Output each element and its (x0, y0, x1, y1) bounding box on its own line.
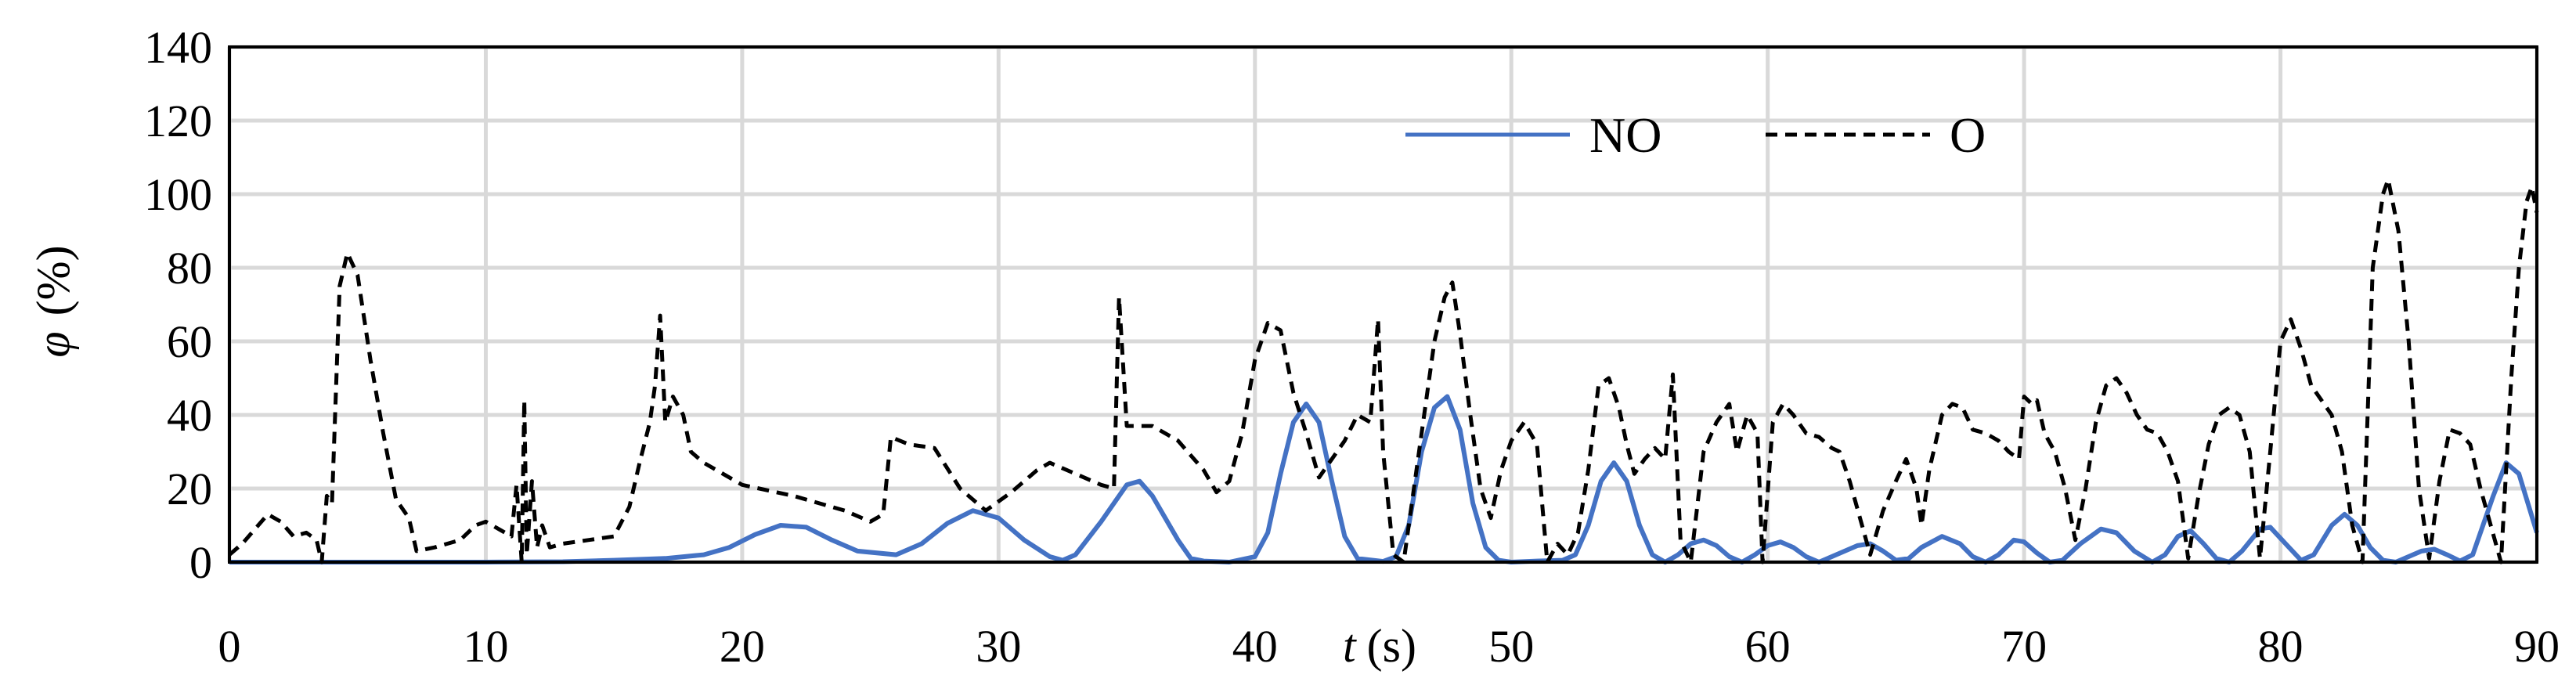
legend: NO O (1405, 107, 1986, 163)
y-tick-label: 40 (167, 390, 212, 441)
y-tick-labels: 0 20 40 60 80 100 120 140 (144, 22, 212, 588)
y-axis-symbol: φ (27, 331, 79, 357)
legend-label-o: O (1950, 107, 1986, 163)
y-tick-label: 140 (144, 22, 212, 73)
x-tick-label: 50 (1488, 621, 1534, 672)
x-axis-unit: (s) (1367, 620, 1416, 672)
y-axis-title: φ (%) (27, 245, 79, 357)
x-axis-title: t (s) (1343, 620, 1416, 672)
series-layer (228, 177, 2539, 564)
x-tick-label: 80 (2258, 621, 2304, 672)
x-tick-label: 10 (463, 621, 508, 672)
legend-label-no: NO (1589, 107, 1661, 163)
y-tick-label: 80 (167, 243, 212, 294)
y-tick-label: 0 (189, 537, 212, 588)
x-tick-label: 0 (218, 621, 241, 672)
x-axis-symbol: t (1343, 620, 1357, 672)
x-tick-label: 70 (2001, 621, 2047, 672)
x-tick-label: 30 (976, 621, 1021, 672)
y-tick-label: 100 (144, 169, 212, 220)
plot-frame (228, 45, 2538, 564)
x-tick-label: 40 (1232, 621, 1278, 672)
x-tick-label: 90 (2514, 621, 2560, 672)
y-axis-unit: (%) (27, 245, 79, 316)
series-line-o (228, 177, 2539, 564)
series-line-no (229, 394, 2539, 564)
x-tick-labels: 0 10 20 30 40 50 60 70 80 90 (218, 621, 2560, 672)
y-tick-label: 60 (167, 316, 212, 367)
x-tick-label: 60 (1745, 621, 1791, 672)
y-tick-label: 120 (144, 96, 212, 146)
y-tick-label: 20 (167, 463, 212, 514)
x-tick-label: 20 (720, 621, 765, 672)
